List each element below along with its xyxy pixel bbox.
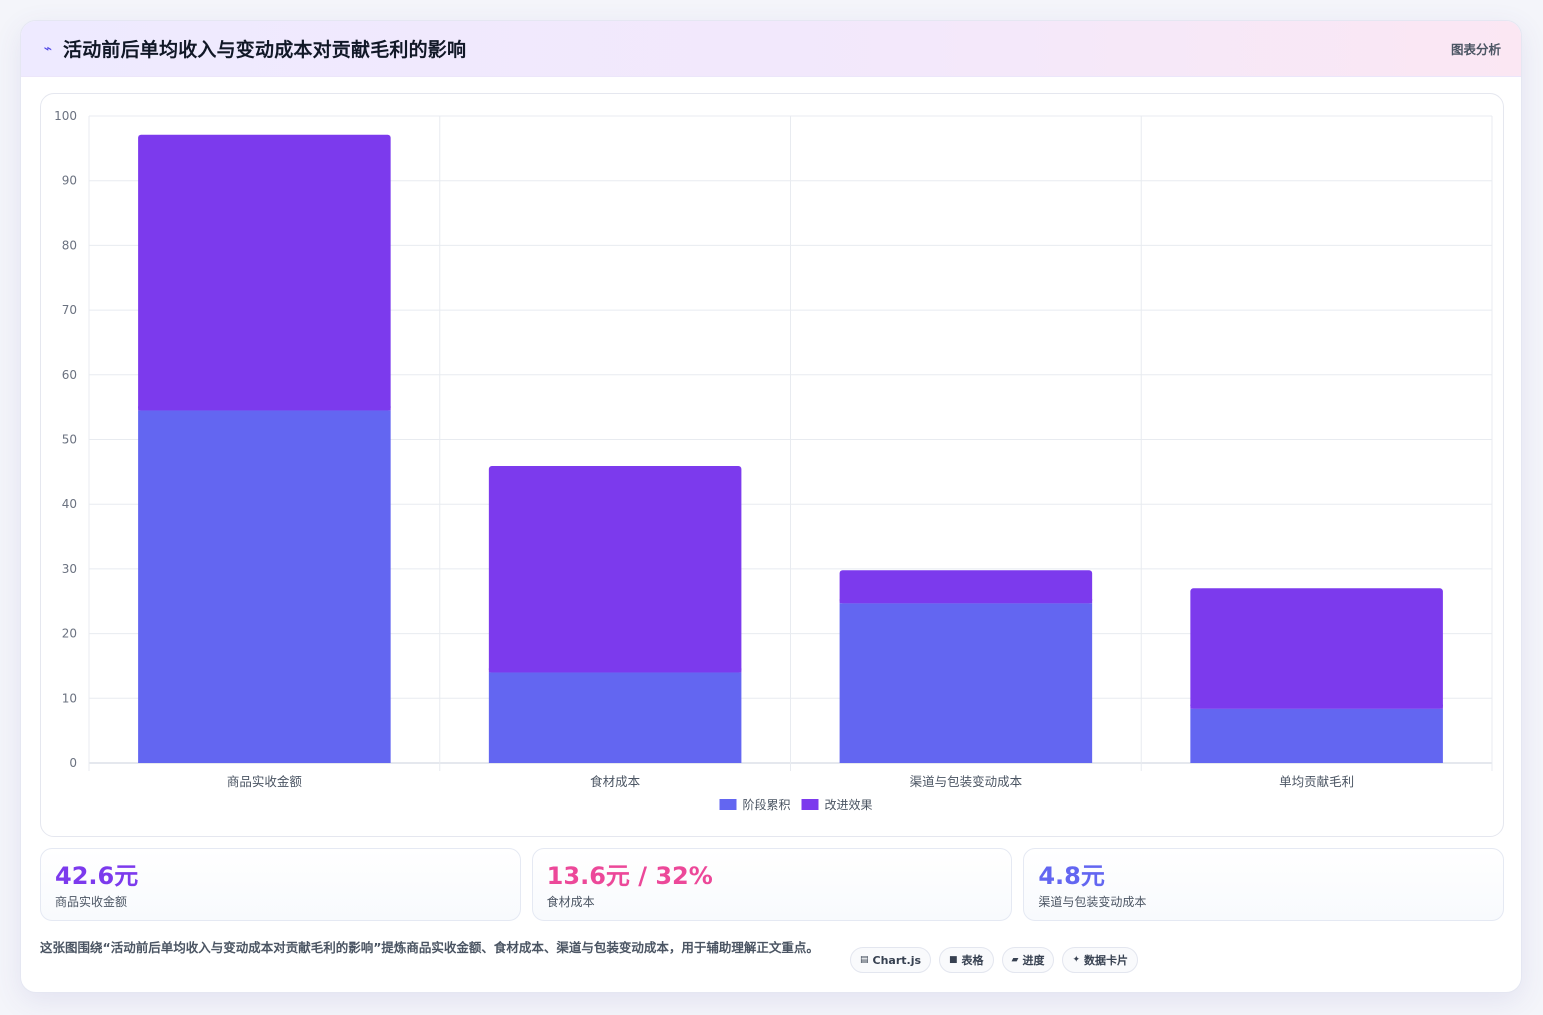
legend-label: 阶段累积 bbox=[743, 797, 791, 812]
kpi-cards: 42.6元 商品实收金额 13.6元 / 32% 食材成本 4.8元 渠道与包装… bbox=[40, 848, 1505, 921]
y-tick-label: 0 bbox=[69, 756, 77, 770]
bar-segment bbox=[138, 410, 391, 763]
kpi-label: 渠道与包装变动成本 bbox=[1038, 895, 1147, 909]
kpi-value: 42.6元 bbox=[55, 862, 139, 890]
y-tick-label: 100 bbox=[54, 109, 77, 123]
chart-description: 这张图围绕“活动前后单均收入与变动成本对贡献毛利的影响”提炼商品实收金额、食材成… bbox=[40, 940, 819, 955]
y-tick-label: 50 bbox=[62, 433, 77, 447]
bar-segment-fill bbox=[488, 668, 742, 673]
kpi-card: 4.8元 渠道与包装变动成本 bbox=[1023, 848, 1505, 921]
chip-table[interactable]: ■ 表格 bbox=[939, 947, 994, 973]
legend-label: 改进效果 bbox=[825, 797, 873, 812]
x-tick-label: 单均贡献毛利 bbox=[1279, 774, 1354, 789]
stacked-bar-chart: 0 10 20 30 40 50 60 70 80 90 100 商品实收金额 食材成本 渠道与包装变动成… bbox=[54, 109, 1493, 812]
chip-chartjs[interactable]: ▤ Chart.js bbox=[850, 947, 932, 973]
x-tick-label: 渠道与包装变动成本 bbox=[910, 774, 1023, 789]
chip-label: 数据卡片 bbox=[1084, 954, 1129, 967]
feature-chips: ▤ Chart.js ■ 表格 ▰ 进度 ✦ 数据卡片 bbox=[850, 947, 1139, 973]
kpi-value: 4.8元 bbox=[1038, 862, 1105, 890]
y-tick-label: 20 bbox=[62, 627, 77, 641]
card-header: ⌁ 活动前后单均收入与变动成本对贡献毛利的影响 图表分析 bbox=[21, 21, 1521, 77]
progress-icon: ▰ bbox=[1011, 955, 1019, 965]
kpi-label: 食材成本 bbox=[546, 895, 595, 909]
legend-swatch bbox=[801, 799, 819, 810]
y-tick-label: 40 bbox=[62, 497, 77, 511]
kpi-label: 商品实收金额 bbox=[55, 895, 128, 909]
kpi-value: 13.6元 / 32% bbox=[546, 862, 713, 890]
bar-segment-fill bbox=[1190, 704, 1443, 709]
bar-segment bbox=[839, 570, 1093, 604]
x-tick-label: 商品实收金额 bbox=[227, 774, 303, 789]
chip-label: 进度 bbox=[1022, 954, 1045, 967]
bar-segment bbox=[1190, 588, 1443, 709]
bar-segment-fill bbox=[839, 599, 1093, 604]
y-tick-label: 30 bbox=[62, 562, 77, 576]
x-tick-label: 食材成本 bbox=[590, 774, 641, 789]
kpi-card: 13.6元 / 32% 食材成本 bbox=[531, 848, 1013, 921]
table-icon: ■ bbox=[949, 955, 958, 965]
y-tick-label: 90 bbox=[62, 174, 77, 188]
bar-segment bbox=[839, 603, 1093, 763]
bar-segment-fill bbox=[138, 406, 391, 411]
bar-segment bbox=[138, 134, 391, 411]
y-tick-label: 60 bbox=[62, 368, 77, 382]
bar-segment bbox=[488, 672, 742, 763]
chart-card: ⌁ 活动前后单均收入与变动成本对贡献毛利的影响 图表分析 0 10 20 30 40 50… bbox=[20, 20, 1522, 993]
chip-label: Chart.js bbox=[872, 953, 922, 967]
chart-title: 活动前后单均收入与变动成本对贡献毛利的影响 bbox=[63, 39, 467, 61]
y-tick-label: 10 bbox=[62, 691, 77, 705]
chip-label: 表格 bbox=[961, 954, 984, 967]
sparkle-icon: ✦ bbox=[1072, 955, 1081, 965]
bar-segment bbox=[1190, 708, 1443, 763]
chip-data-card[interactable]: ✦ 数据卡片 bbox=[1062, 947, 1139, 973]
chart-icon: ▤ bbox=[860, 955, 869, 965]
card-footer: 这张图围绕“活动前后单均收入与变动成本对贡献毛利的影响”提炼商品实收金额、食材成… bbox=[40, 937, 1504, 981]
title-wrap: ⌁ 活动前后单均收入与变动成本对贡献毛利的影响 bbox=[41, 35, 466, 62]
kpi-card: 42.6元 商品实收金额 bbox=[40, 848, 521, 921]
y-tick-label: 80 bbox=[62, 238, 77, 252]
chip-progress[interactable]: ▰ 进度 bbox=[1001, 947, 1055, 973]
y-tick-label: 70 bbox=[62, 303, 77, 317]
trend-icon: ⌁ bbox=[43, 40, 53, 57]
chart-analysis-tag[interactable]: 图表分析 bbox=[1450, 42, 1501, 57]
bar-segment bbox=[488, 466, 742, 673]
chart-panel: 0 10 20 30 40 50 60 70 80 90 100 商品实收金额 食材成本 渠道与包装变动成… bbox=[40, 93, 1504, 837]
legend-swatch bbox=[719, 799, 737, 810]
